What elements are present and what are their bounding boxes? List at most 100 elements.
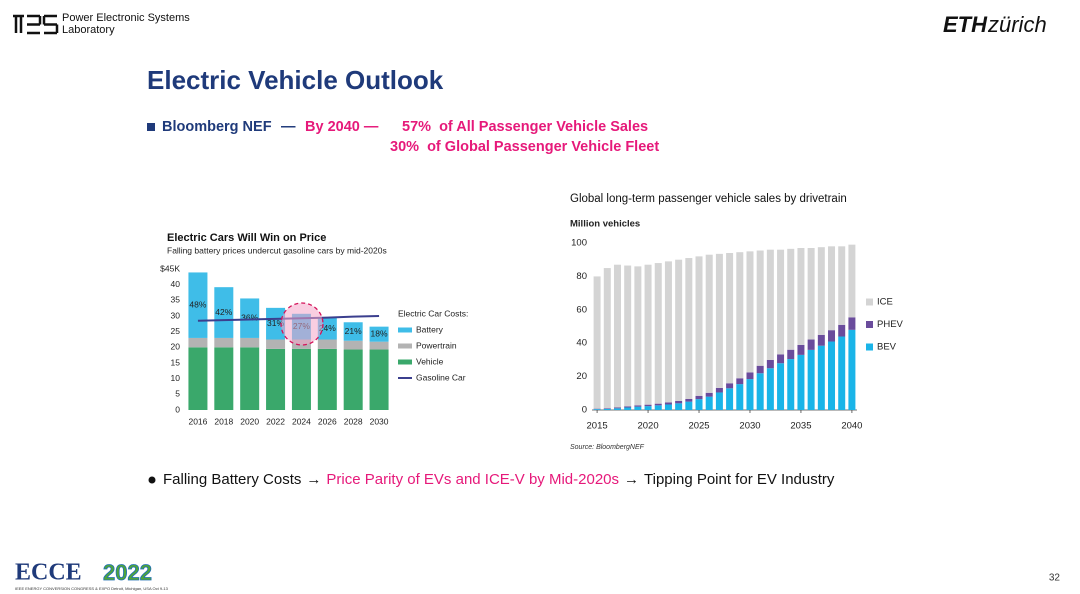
y-tick-label: $45K <box>160 263 180 273</box>
conclusion-part: Price Parity of EVs and ICE-V by Mid-202… <box>326 471 619 488</box>
x-tick-label: 2022 <box>266 416 285 426</box>
x-tick-label: 2025 <box>688 421 709 432</box>
bar-segment <box>266 348 286 410</box>
bar-segment <box>343 340 363 350</box>
bar-segment <box>838 336 846 410</box>
bar-segment <box>240 298 260 338</box>
share-label: 42% <box>215 307 232 317</box>
y-tick-label: 15 <box>171 357 181 367</box>
slide-title: Electric Vehicle Outlook <box>147 65 444 95</box>
bar-segment <box>797 248 805 345</box>
bar-segment <box>797 354 805 410</box>
bar-segment <box>343 322 363 341</box>
bar-segment <box>807 248 815 340</box>
bar-segment <box>593 409 601 410</box>
share-label: 48% <box>189 299 206 309</box>
x-tick-label: 2024 <box>292 416 311 426</box>
bar-segment <box>613 408 621 410</box>
x-tick-label: 2040 <box>841 421 862 432</box>
bullet-year: By 2040 — <box>305 119 379 135</box>
legend-label: ICE <box>877 297 893 308</box>
y-tick-label: 0 <box>582 405 587 416</box>
bar-segment <box>644 404 652 407</box>
bar-segment <box>787 359 795 410</box>
legend-swatch <box>398 343 412 349</box>
source-note: Source: BloombergNEF <box>570 444 645 451</box>
bar-segment <box>317 339 337 349</box>
highlight-circle <box>280 302 324 346</box>
bar-segment <box>343 349 363 410</box>
bar-segment <box>736 384 744 410</box>
legend-swatch <box>866 343 873 351</box>
bar-segment <box>613 264 621 408</box>
bar-segment <box>369 326 389 342</box>
share-label: 31% <box>267 318 284 328</box>
y-tick-label: 35 <box>171 295 181 305</box>
legend-label: Battery <box>416 324 444 334</box>
bar-segment <box>603 408 611 409</box>
bar-segment <box>838 246 846 325</box>
chart-subtitle: Falling battery prices undercut gasoline… <box>167 245 387 255</box>
bar-segment <box>726 253 734 384</box>
bar-segment <box>685 401 693 410</box>
ecce-caption: IEEE ENERGY CONVERSION CONGRESS & EXPO D… <box>15 586 169 591</box>
y-tick-label: 0 <box>175 404 180 414</box>
x-tick-label: 2028 <box>344 416 363 426</box>
bar-segment <box>736 252 744 379</box>
bar-segment <box>624 406 632 408</box>
bar-segment <box>695 399 703 410</box>
bar-segment <box>685 398 693 402</box>
x-tick-label: 2015 <box>587 421 608 432</box>
bar-segment <box>848 329 856 410</box>
bar-segment <box>634 266 642 406</box>
y-tick-label: 100 <box>571 238 587 249</box>
bar-segment <box>695 256 703 396</box>
legend-swatch <box>398 359 412 365</box>
y-tick-label: 40 <box>576 338 587 349</box>
x-tick-label: 2016 <box>188 416 207 426</box>
bar-segment <box>705 392 713 397</box>
bar-segment <box>848 244 856 318</box>
x-tick-label: 2030 <box>370 416 389 426</box>
bar-segment <box>624 265 632 407</box>
bar-segment <box>214 347 234 410</box>
pes-logo <box>13 14 59 35</box>
bar-segment <box>828 246 836 331</box>
bar-segment <box>240 337 260 348</box>
legend-swatch <box>398 327 412 333</box>
bar-segment <box>695 395 703 400</box>
bar-segment <box>685 258 693 399</box>
x-tick-label: 2035 <box>790 421 811 432</box>
legend-label: PHEV <box>877 319 904 330</box>
bar-segment <box>188 347 208 410</box>
y-tick-label: 20 <box>171 342 181 352</box>
bar-segment <box>593 276 601 409</box>
bar-segment <box>766 249 774 360</box>
bar-segment <box>317 348 337 410</box>
bar-segment <box>634 405 642 407</box>
bullet-line: 57% of All Passenger Vehicle Sales <box>402 119 648 135</box>
bar-segment <box>266 339 286 349</box>
bar-segment <box>756 373 764 410</box>
x-tick-label: 2020 <box>240 416 259 426</box>
bar-segment <box>787 248 795 350</box>
share-label: 36% <box>241 312 258 322</box>
bar-segment <box>664 404 672 410</box>
bar-segment <box>746 372 754 380</box>
y-tick-label: 20 <box>576 371 587 382</box>
page-number: 32 <box>1049 573 1061 584</box>
x-tick-label: 2026 <box>318 416 337 426</box>
bar-segment <box>777 249 785 355</box>
bar-segment <box>664 261 672 403</box>
bar-segment <box>746 251 754 373</box>
bar-segment <box>214 287 234 338</box>
bullet-source: Bloomberg NEF <box>162 119 272 135</box>
bar-segment <box>634 406 642 410</box>
legend-label: Powertrain <box>416 340 457 350</box>
bar-segment <box>188 337 208 348</box>
bar-segment <box>756 365 764 374</box>
bar-segment <box>756 250 764 366</box>
bar-segment <box>266 307 286 340</box>
conclusion: Falling Battery Costs → Price Parity of EV… <box>163 471 835 488</box>
